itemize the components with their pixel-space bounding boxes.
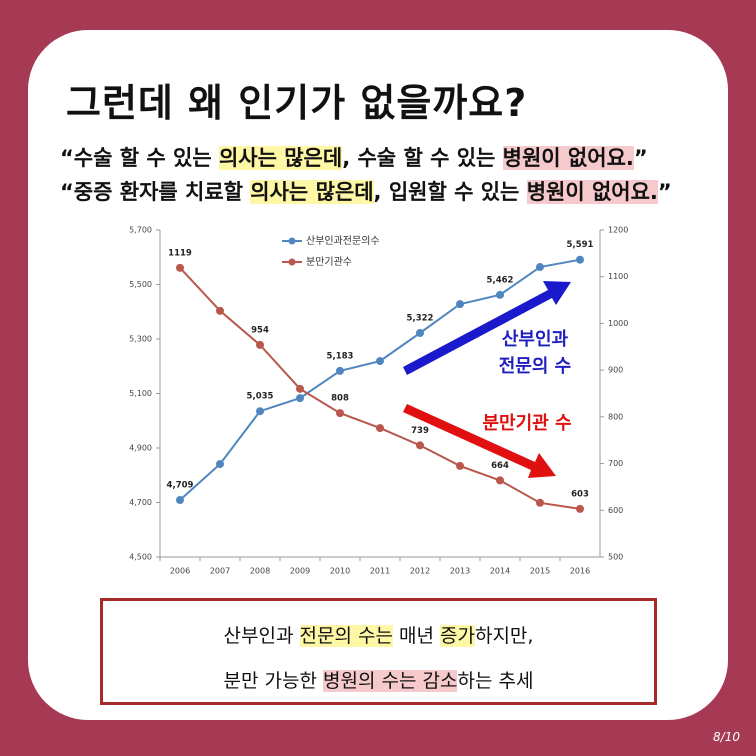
- x-tick-label: 2006: [170, 567, 190, 576]
- y2-tick-label: 1100: [608, 272, 628, 281]
- y2-tick-label: 800: [608, 412, 623, 421]
- point: [256, 340, 264, 349]
- highlight: 전문의 수는: [299, 625, 393, 647]
- point: [536, 498, 544, 507]
- line: [179, 267, 581, 510]
- text: “수술 할 수 있는: [60, 146, 219, 170]
- x-tick-label: 2016: [570, 567, 590, 576]
- point: [416, 441, 424, 450]
- point: [176, 263, 184, 272]
- data-label: 5,035: [247, 392, 274, 402]
- data-label: 5,591: [567, 240, 594, 250]
- y2-tick-label: 600: [608, 506, 623, 515]
- x-tick-label: 2013: [450, 567, 470, 576]
- summary-box: 산부인과 전문의 수는 매년 증가하지만, 분만 가능한 병원의 수는 감소하는…: [100, 598, 657, 705]
- point: [456, 461, 464, 470]
- y-tick-label: 5,700: [129, 226, 152, 235]
- highlight: 증가: [440, 625, 475, 647]
- title: 그런데 왜 인기가 없을까요?: [66, 81, 528, 125]
- page-number: 8/10: [713, 730, 740, 744]
- quote: “중증 환자를 치료할 의사는 많은데, 입원할 수 있는 병원이 없어요.”: [60, 176, 672, 206]
- legend-label: 분만기관수: [306, 256, 352, 268]
- y2-tick-label: 700: [608, 459, 623, 468]
- point: [376, 424, 384, 433]
- y2-tick-label: 1000: [608, 319, 628, 328]
- point: [496, 476, 504, 485]
- point: [536, 263, 544, 272]
- data-label: 739: [411, 426, 429, 436]
- y2-tick-label: 900: [608, 366, 623, 375]
- point: [376, 357, 384, 366]
- arrow: [403, 281, 571, 375]
- text: 분만 가능한: [223, 670, 324, 692]
- annotation: 전문의 수: [499, 356, 572, 377]
- x-tick-label: 2008: [250, 567, 270, 576]
- text: 산부인과: [223, 625, 300, 647]
- text: ”: [657, 180, 672, 204]
- y-tick-label: 5,100: [129, 389, 152, 398]
- point: [296, 394, 304, 403]
- y-tick-label: 5,500: [129, 280, 152, 289]
- point: [576, 504, 584, 513]
- highlight: 병원의 수는 감소: [323, 670, 458, 692]
- point: [256, 407, 264, 416]
- text: ”: [633, 146, 648, 170]
- text: “중증 환자를 치료할: [60, 180, 251, 204]
- y2-tick-label: 1200: [608, 226, 628, 235]
- y-tick-label: 5,300: [129, 335, 152, 344]
- x-tick-label: 2014: [490, 567, 510, 576]
- x-tick-label: 2012: [410, 567, 430, 576]
- text: , 입원할 수 있는: [373, 180, 527, 204]
- legend-label: 산부인과전문의수: [306, 235, 380, 247]
- data-label: 808: [331, 394, 349, 404]
- y-tick-label: 4,500: [129, 553, 152, 562]
- point: [576, 255, 584, 264]
- text: 하는 추세: [457, 670, 534, 692]
- highlight: 의사는 많은데: [218, 146, 343, 170]
- data-label: 5,322: [407, 314, 434, 324]
- text: 하지만,: [474, 625, 534, 647]
- y-tick-label: 4,700: [129, 498, 152, 507]
- data-label: 5,183: [327, 351, 354, 361]
- point: [216, 306, 224, 315]
- point: [336, 409, 344, 418]
- quote: “수술 할 수 있는 의사는 많은데, 수술 할 수 있는 병원이 없어요.”: [60, 142, 648, 172]
- point: [456, 300, 464, 309]
- summary-line: 분만 가능한 병원의 수는 감소하는 추세: [103, 666, 654, 693]
- point: [496, 290, 504, 299]
- data-label: 664: [491, 461, 509, 471]
- arrow: [403, 404, 556, 478]
- highlight: 병원이 없어요.: [502, 146, 634, 170]
- data-label: 4,709: [167, 481, 194, 491]
- y-tick-label: 4,900: [129, 444, 152, 453]
- x-tick-label: 2011: [370, 567, 390, 576]
- annotation: 분만기관 수: [482, 413, 571, 434]
- x-tick-label: 2010: [330, 567, 350, 576]
- point: [176, 496, 184, 505]
- point: [416, 329, 424, 338]
- highlight: 의사는 많은데: [250, 180, 374, 204]
- legend-marker: [288, 258, 296, 266]
- data-label: 603: [571, 489, 589, 499]
- data-label: 1119: [168, 248, 192, 258]
- point: [296, 384, 304, 393]
- data-label: 954: [251, 325, 269, 335]
- legend-marker: [288, 237, 296, 245]
- x-tick-label: 2015: [530, 567, 550, 576]
- annotation: 산부인과: [502, 329, 569, 350]
- x-tick-label: 2007: [210, 567, 230, 576]
- data-label: 5,462: [487, 275, 514, 285]
- x-tick-label: 2009: [290, 567, 310, 576]
- y2-tick-label: 500: [608, 553, 623, 562]
- text: 매년: [392, 625, 440, 647]
- point: [336, 366, 344, 375]
- point: [216, 460, 224, 469]
- summary-line: 산부인과 전문의 수는 매년 증가하지만,: [103, 621, 654, 648]
- text: , 수술 할 수 있는: [342, 146, 503, 170]
- highlight: 병원이 없어요.: [526, 180, 658, 204]
